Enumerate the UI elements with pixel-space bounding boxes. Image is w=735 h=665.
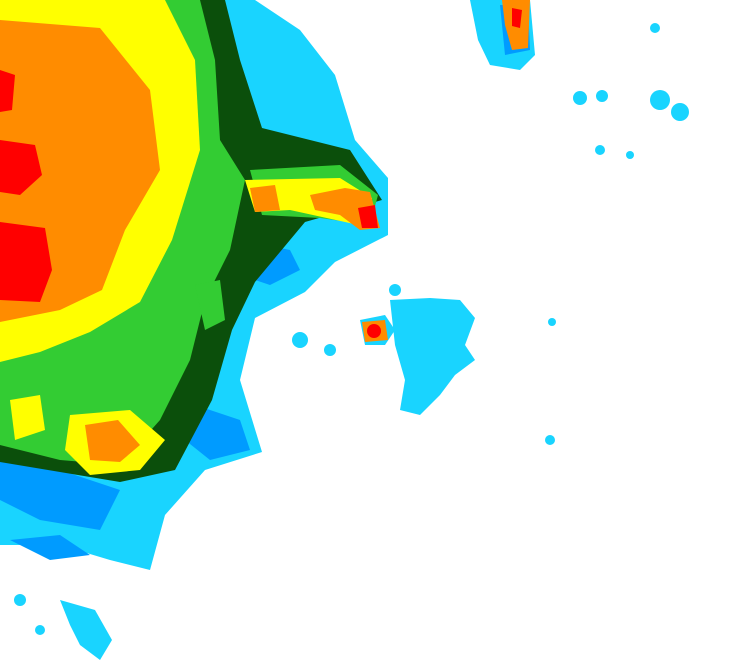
echo-red [0, 8, 522, 338]
